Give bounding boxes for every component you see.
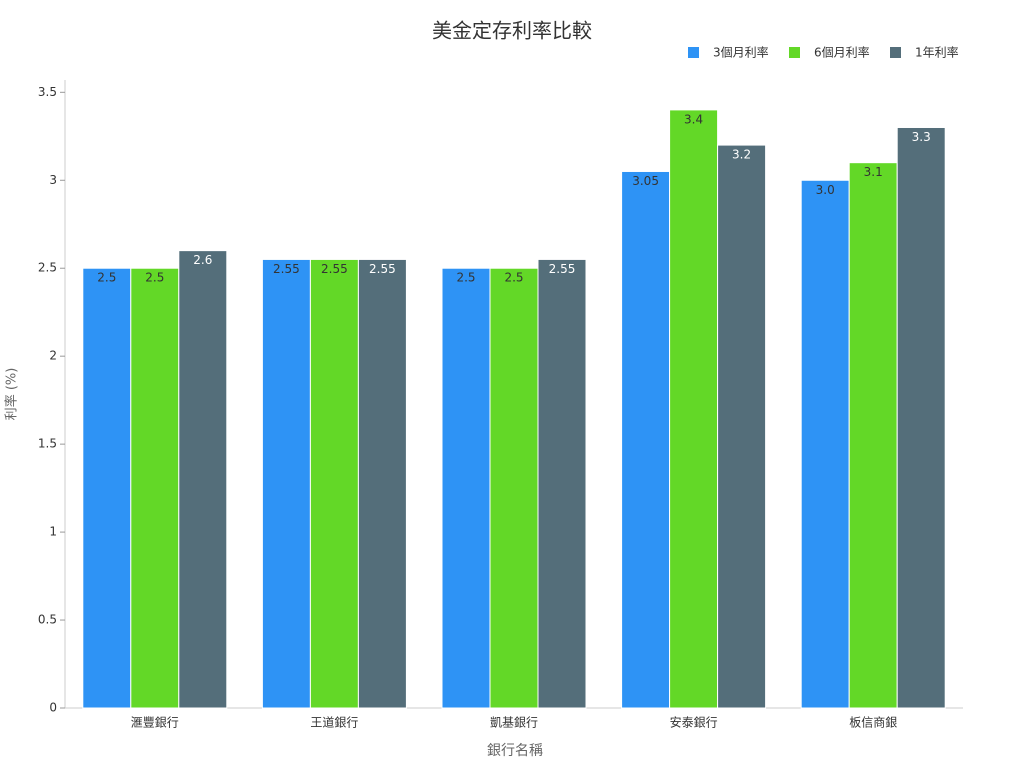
- bar: [441, 267, 491, 709]
- x-axis-title: 銀行名稱: [487, 743, 543, 759]
- bar: [130, 267, 180, 709]
- bar: [489, 267, 539, 709]
- y-tick-label: 0.5: [38, 613, 57, 627]
- data-label: 3.4: [684, 112, 703, 126]
- x-tick-label: 王道銀行: [310, 716, 358, 730]
- bar: [261, 258, 311, 709]
- legend-label: 1年利率: [915, 45, 959, 60]
- data-label: 2.6: [193, 253, 212, 267]
- bar: [848, 162, 898, 709]
- y-tick-label: 3.5: [38, 85, 57, 99]
- y-tick-label: 2.5: [38, 261, 57, 275]
- y-tick-label: 2: [49, 349, 57, 363]
- x-tick-label: 板信商銀: [849, 715, 897, 730]
- data-label: 3.0: [816, 183, 835, 197]
- legend-label: 6個月利率: [814, 45, 870, 60]
- data-label: 3.05: [632, 174, 659, 188]
- data-label: 2.5: [504, 271, 523, 285]
- bar: [800, 179, 850, 709]
- y-tick-label: 1.5: [38, 437, 57, 451]
- chart-title: 美金定存利率比較: [432, 19, 592, 43]
- bar: [178, 250, 228, 709]
- bar: [621, 170, 671, 709]
- data-label: 3.2: [732, 148, 751, 162]
- y-tick-label: 3: [49, 173, 57, 187]
- legend-swatch: [789, 47, 800, 58]
- y-tick-label: 1: [49, 525, 57, 539]
- data-label: 2.5: [145, 271, 164, 285]
- data-label: 3.1: [864, 165, 883, 179]
- data-label: 2.55: [273, 262, 300, 276]
- data-label: 3.3: [912, 130, 931, 144]
- data-label: 2.55: [321, 262, 348, 276]
- y-axis-title: 利率 (%): [4, 368, 20, 421]
- bar: [896, 126, 946, 709]
- bar: [669, 109, 719, 709]
- legend-label: 3個月利率: [713, 45, 769, 60]
- data-label: 2.55: [369, 262, 396, 276]
- bar: [357, 258, 407, 709]
- bar: [717, 144, 767, 709]
- y-tick-label: 0: [49, 701, 57, 715]
- legend-swatch: [890, 47, 901, 58]
- bar: [82, 267, 132, 709]
- data-label: 2.5: [97, 271, 116, 285]
- bar: [537, 258, 587, 709]
- x-tick-label: 滙豐銀行: [131, 716, 179, 730]
- bar: [309, 258, 359, 709]
- data-label: 2.55: [549, 262, 576, 276]
- x-tick-label: 凱基銀行: [490, 716, 538, 730]
- legend-swatch: [688, 47, 699, 58]
- x-tick-label: 安泰銀行: [670, 715, 718, 730]
- data-label: 2.5: [456, 271, 475, 285]
